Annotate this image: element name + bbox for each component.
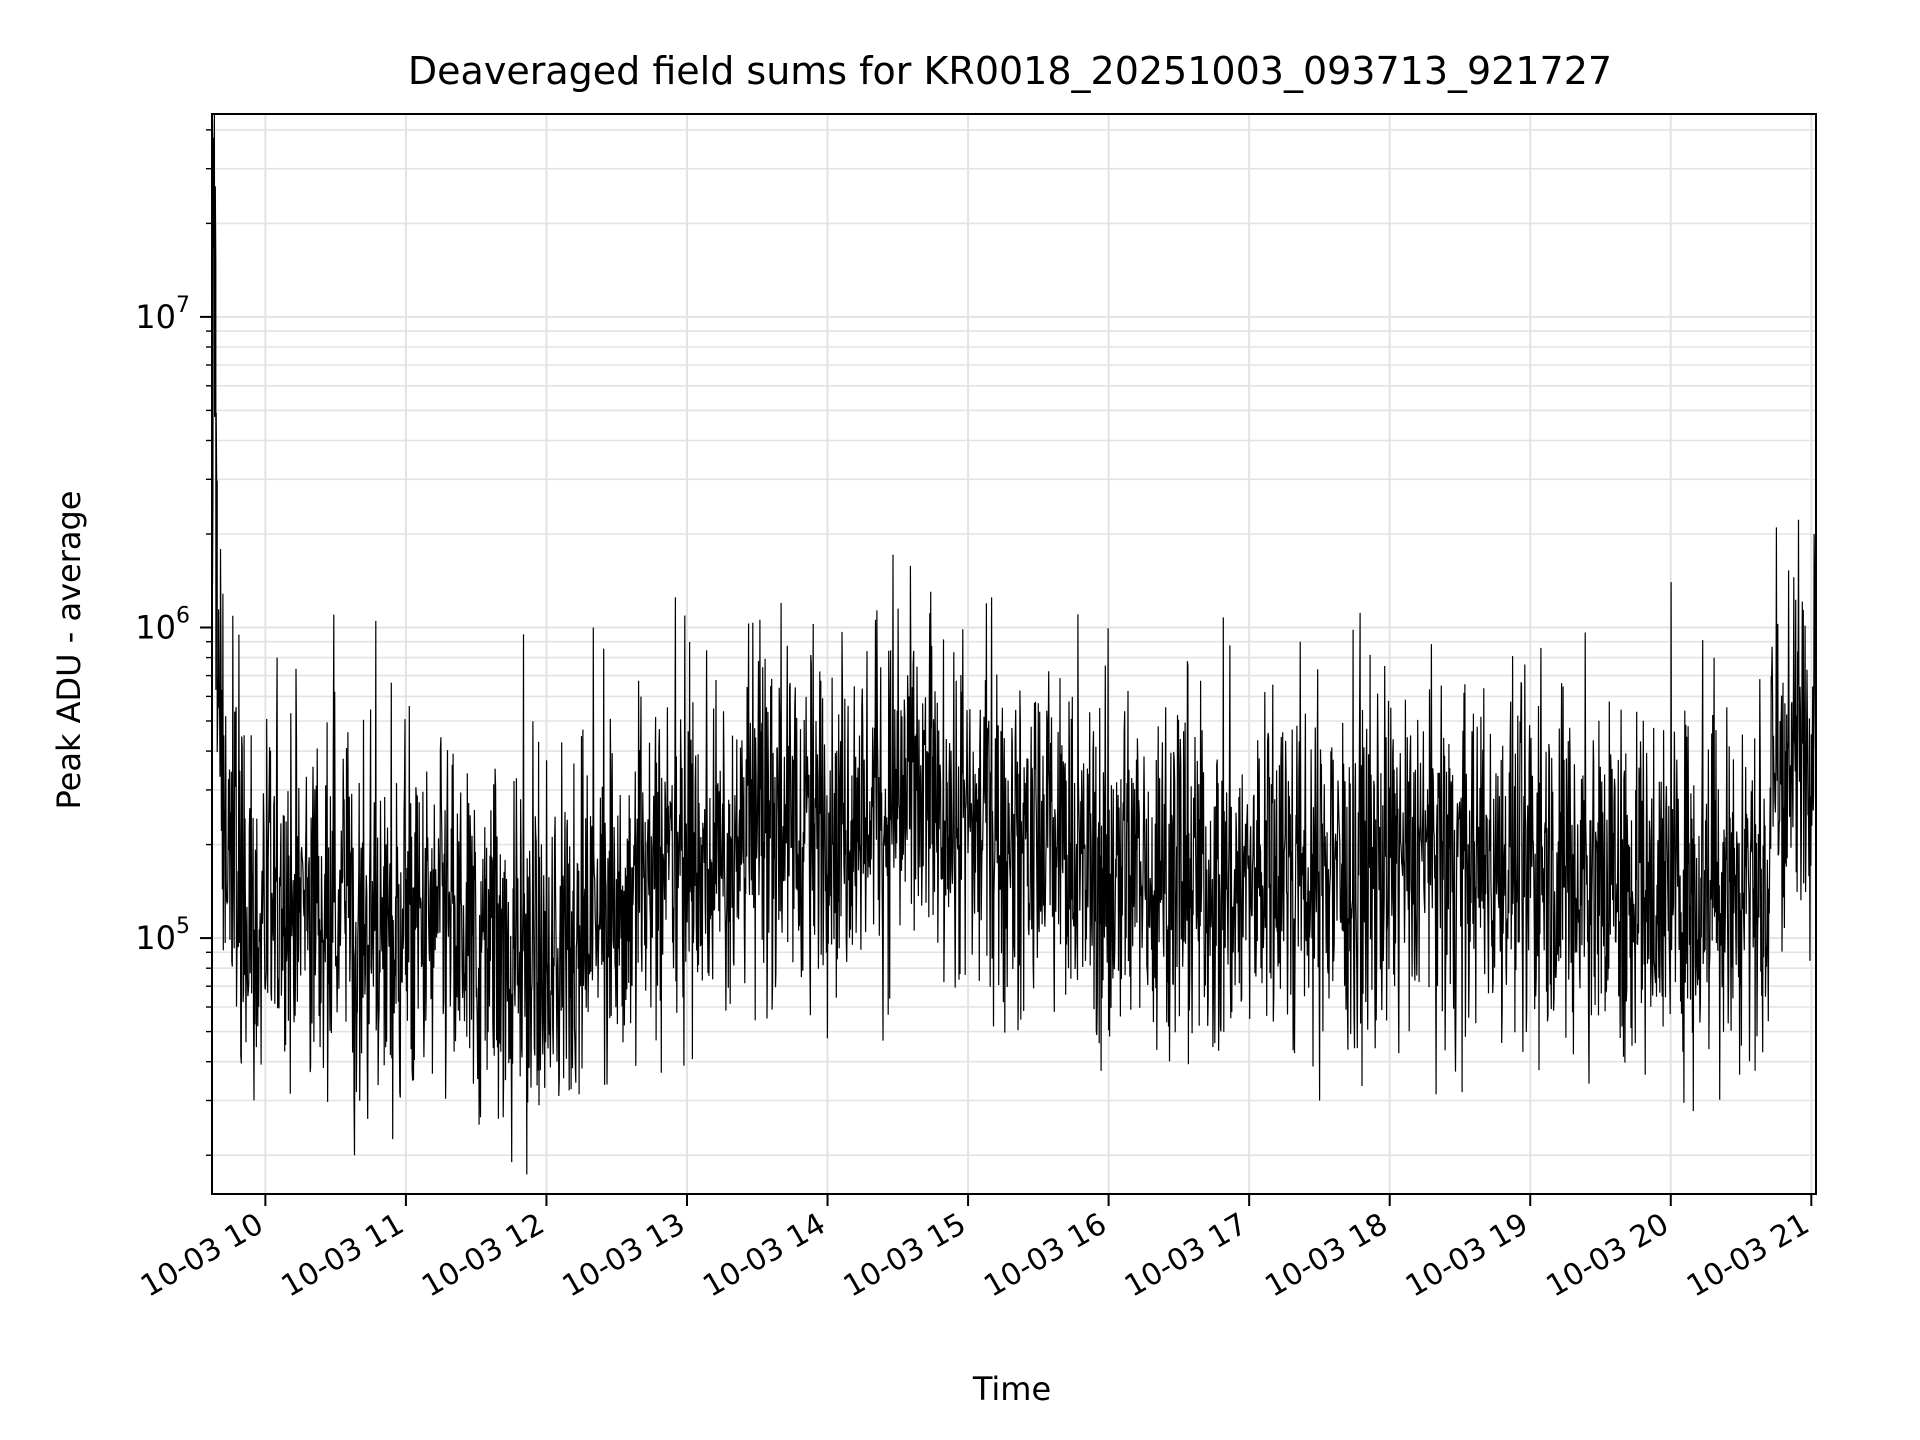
y-tick-label: 106 (135, 603, 190, 646)
y-tick-base: 10 (135, 608, 176, 646)
plot-area (211, 113, 1817, 1175)
data-series-line (211, 113, 1817, 1175)
y-tick-base: 10 (135, 298, 176, 336)
chart-title: Deaveraged field sums for KR0018_2025100… (408, 49, 1612, 93)
y-axis-label: Peak ADU - average (50, 491, 88, 810)
y-tick-exponent: 5 (176, 914, 190, 939)
y-tick-label: 107 (135, 293, 190, 336)
y-tick-exponent: 6 (176, 603, 190, 628)
y-tick-base: 10 (135, 919, 176, 957)
y-tick-exponent: 7 (176, 293, 190, 318)
y-tick-label: 105 (135, 914, 190, 957)
axes-frame (211, 113, 1817, 1195)
x-axis-label: Time (972, 1370, 1051, 1408)
